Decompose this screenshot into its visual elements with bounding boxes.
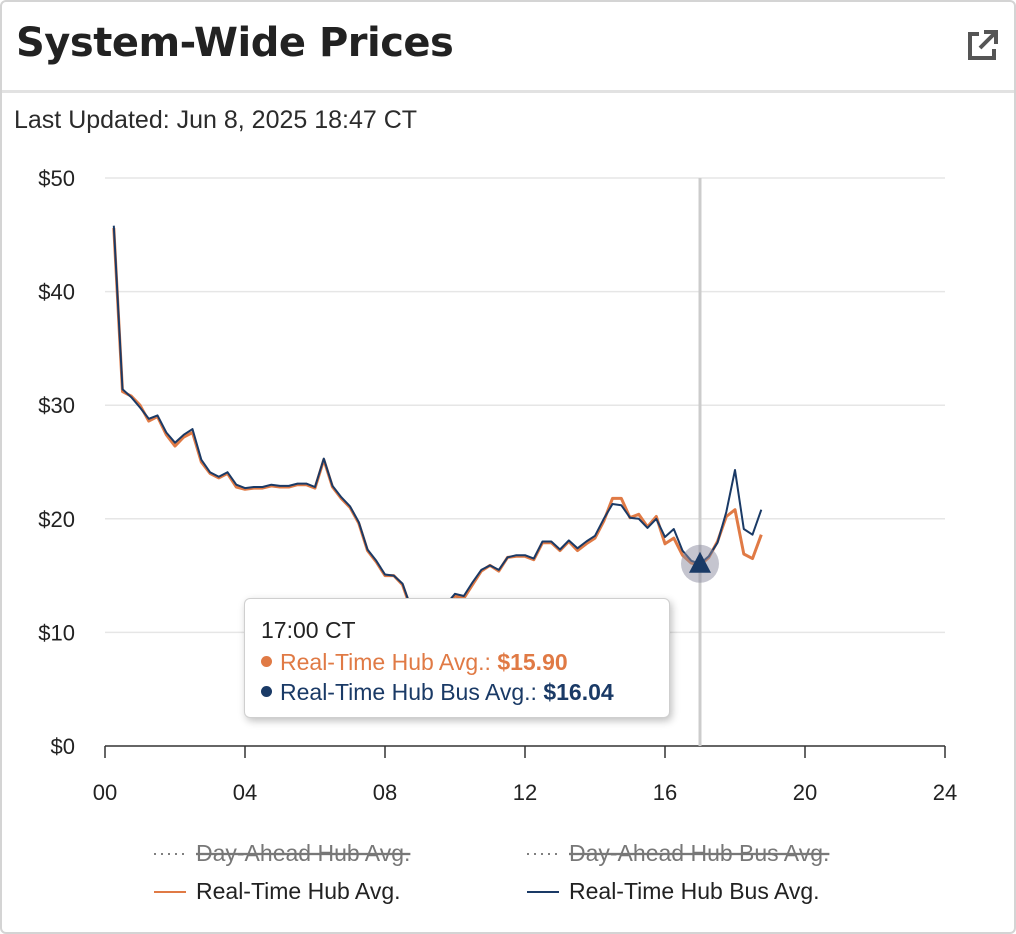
legend-label: Real-Time Hub Bus Avg. (569, 878, 820, 904)
chart-gridlines (105, 177, 945, 634)
y-tick-label: $10 (38, 620, 75, 645)
series-line-rt-hub (112, 227, 763, 620)
x-tick-label: 12 (513, 780, 537, 805)
price-line-chart: $0 $10 $20 $30 $40 $50 00 04 08 12 16 20 24 Day-Ahe… (38, 166, 957, 904)
hover-tooltip: 17:00 CT Real-Time Hub Avg.: $15.90 Real… (244, 598, 670, 718)
legend-label: Day-Ahead Hub Avg. (196, 840, 410, 866)
external-link-icon[interactable] (962, 26, 1002, 66)
x-tick-label: 00 (93, 780, 117, 805)
legend-item[interactable]: Real-Time Hub Bus Avg. (527, 878, 820, 904)
legend-label: Real-Time Hub Avg. (196, 878, 401, 904)
tooltip-time: 17:00 CT (261, 617, 356, 643)
x-tick-label: 08 (373, 780, 397, 805)
hover-triangle-marker (689, 551, 711, 573)
legend-item[interactable]: Day-Ahead Hub Avg. (154, 840, 410, 866)
last-updated-text: Last Updated: Jun 8, 2025 18:47 CT (14, 106, 418, 134)
rt-bus-dot-icon (261, 686, 272, 697)
y-axis-tick-labels: $0 $10 $20 $30 $40 $50 (38, 166, 75, 759)
legend-item[interactable]: Real-Time Hub Avg. (154, 878, 401, 904)
x-tick-label: 04 (233, 780, 257, 805)
tooltip-rt-hub-label: Real-Time Hub Avg.: (280, 649, 491, 675)
y-tick-label: $30 (38, 393, 75, 418)
y-tick-label: $40 (38, 280, 75, 305)
rt-hub-dot-icon (261, 656, 272, 667)
x-tick-label: 24 (933, 780, 957, 805)
x-axis: 00 04 08 12 16 20 24 (93, 745, 957, 805)
chart-legend: Day-Ahead Hub Avg. Day-Ahead Hub Bus Avg.… (154, 840, 829, 904)
series-line-rt-bus (112, 225, 763, 618)
y-tick-label: $20 (38, 507, 75, 532)
tooltip-row-rt-bus: Real-Time Hub Bus Avg.: $16.04 (261, 679, 614, 706)
hover-marker (681, 544, 719, 583)
tooltip-rt-bus-value: $16.04 (543, 679, 614, 705)
y-tick-label: $0 (51, 734, 75, 759)
card-header: System-Wide Prices (2, 2, 1014, 93)
tooltip-row-rt-hub: Real-Time Hub Avg.: $15.90 (261, 649, 568, 676)
tooltip-rt-bus-label: Real-Time Hub Bus Avg.: (280, 679, 537, 705)
x-tick-label: 20 (793, 780, 817, 805)
card-title: System-Wide Prices (16, 20, 454, 66)
chart-series (112, 225, 763, 620)
y-tick-label: $50 (38, 166, 75, 191)
legend-label: Day-Ahead Hub Bus Avg. (569, 840, 829, 866)
x-tick-label: 16 (653, 780, 677, 805)
tooltip-rt-hub-value: $15.90 (497, 649, 568, 675)
legend-item[interactable]: Day-Ahead Hub Bus Avg. (527, 840, 829, 866)
